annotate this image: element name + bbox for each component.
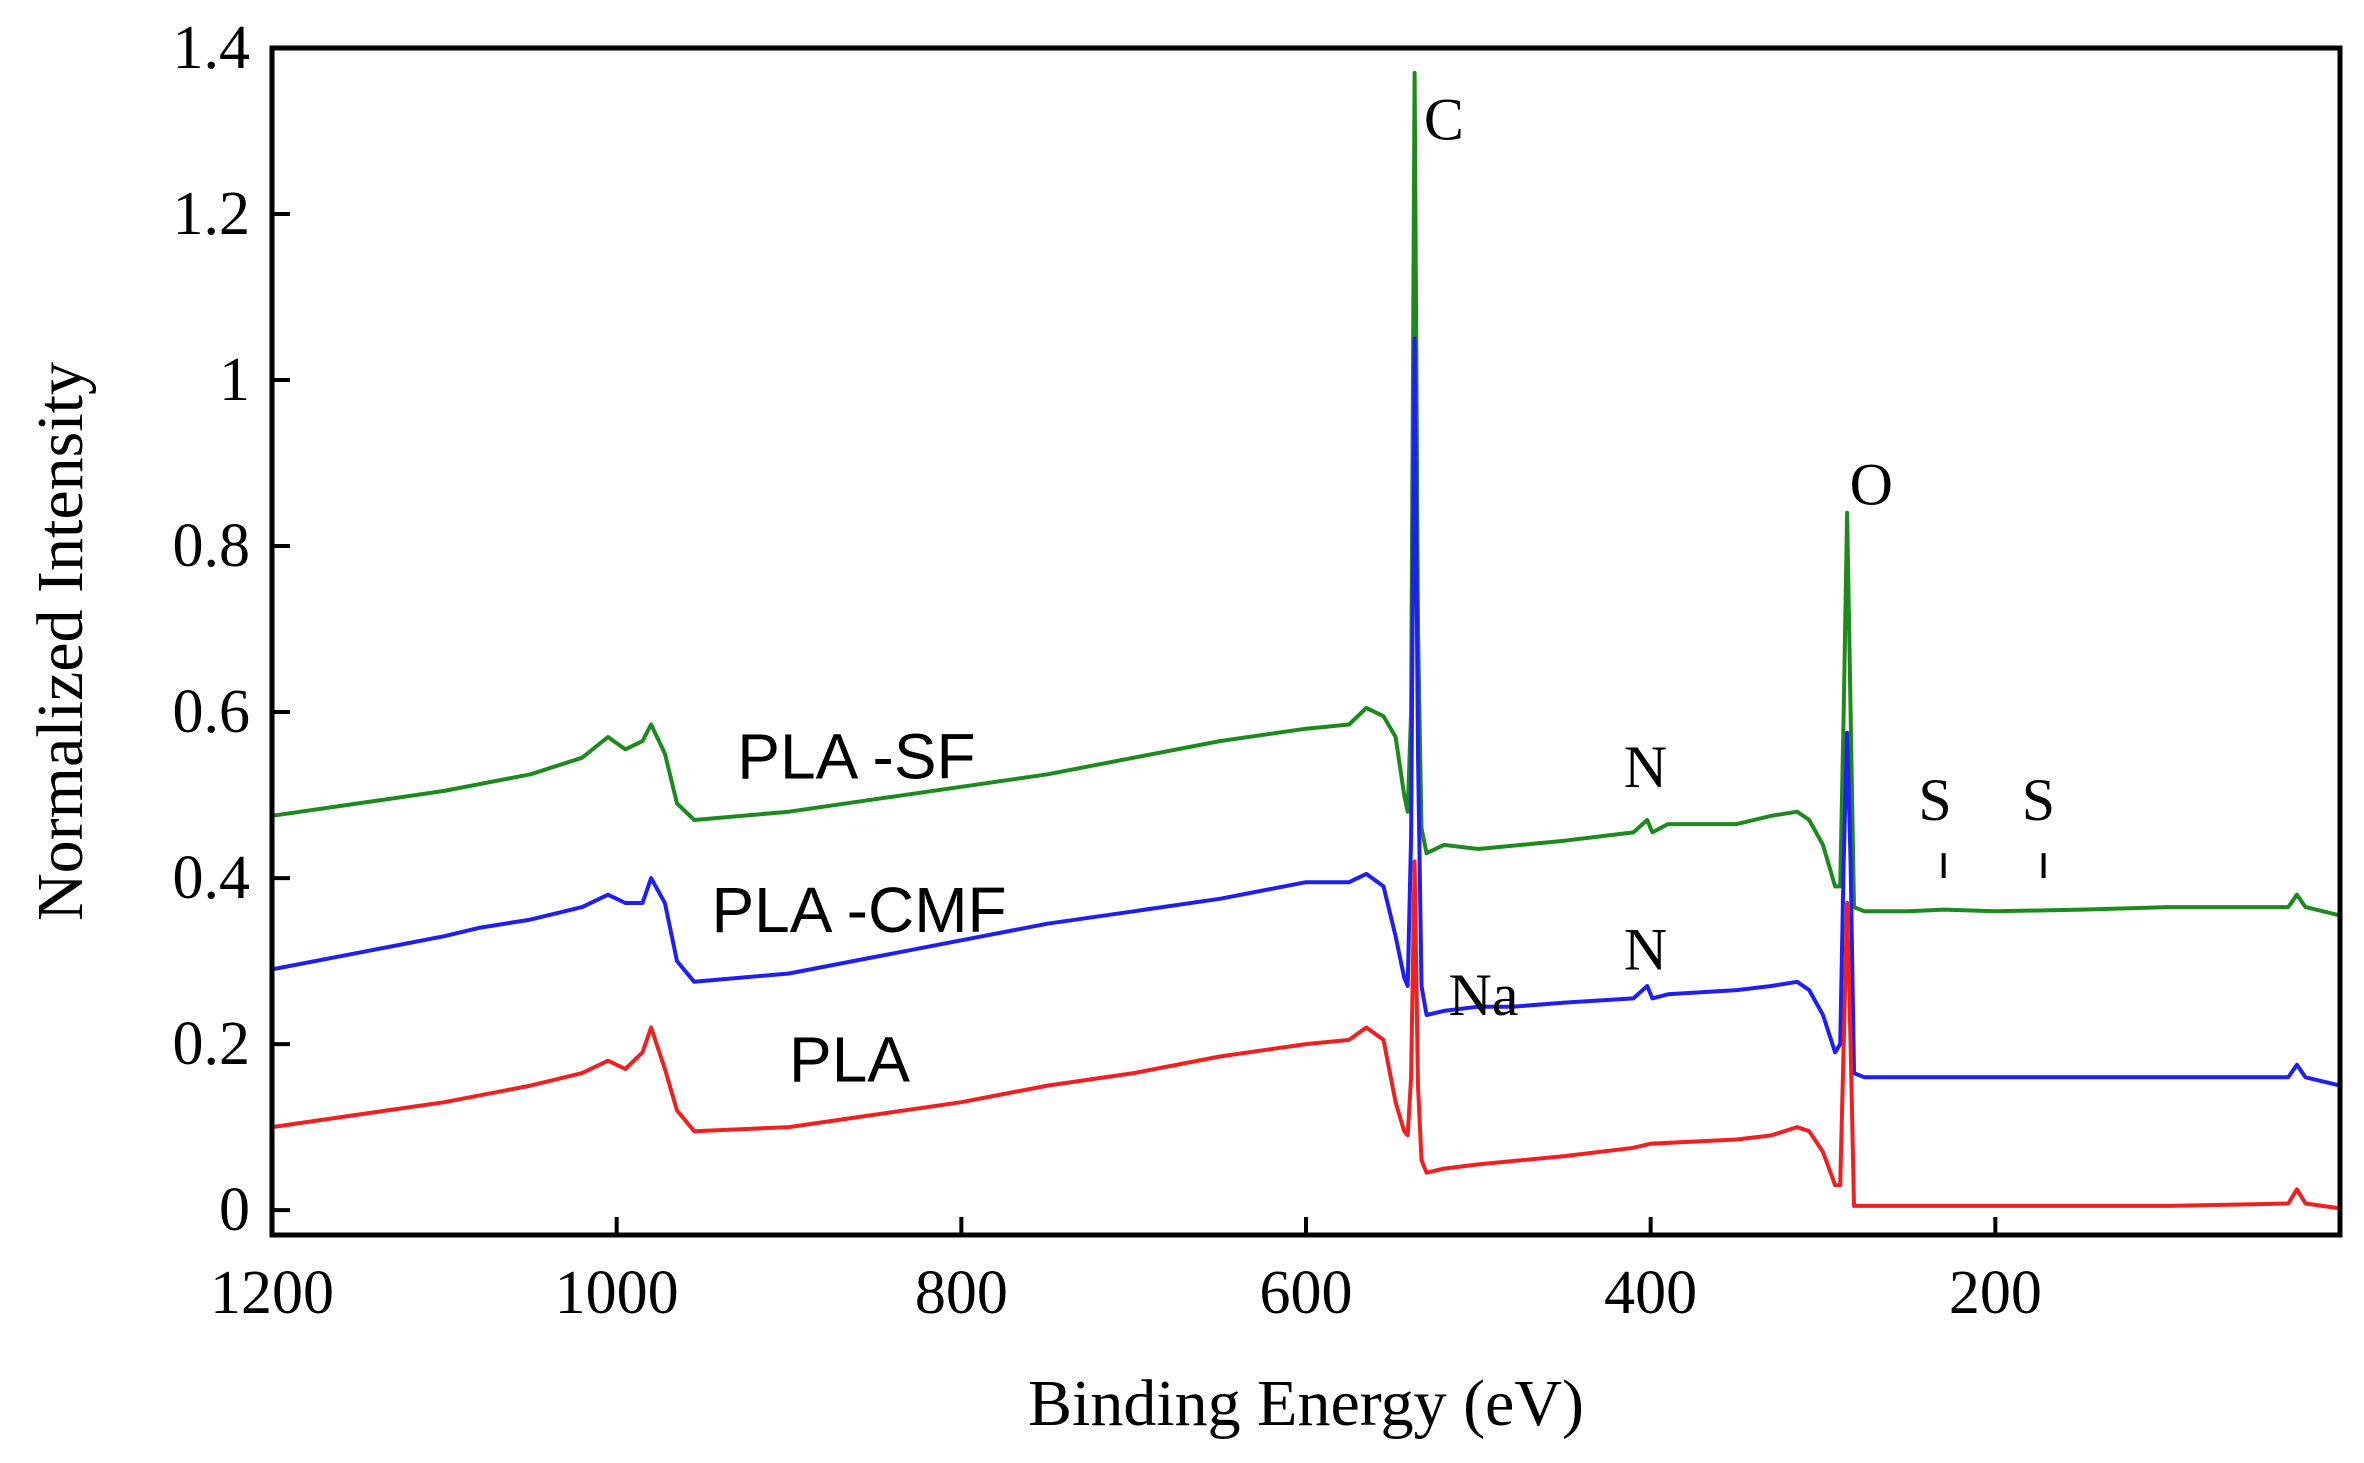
- series-line-pla: [271, 859, 2341, 1211]
- peak-label: S: [2022, 767, 2055, 833]
- series-label-pla-sf: PLA -SF: [737, 720, 975, 792]
- y-tick-label: 0.2: [173, 1010, 251, 1078]
- peak-label: O: [1850, 452, 1893, 518]
- series-layer: [271, 70, 2341, 1211]
- ticks-layer: 1200 1000 800 600 400 200 0 0.2 0.4 0.6 0.8 1 1.2 1.4: [173, 14, 2042, 1327]
- y-tick-label: 0.4: [173, 844, 251, 912]
- peak-label: C: [1424, 86, 1464, 152]
- peak-label: N: [1624, 916, 1667, 982]
- peak-label: N: [1624, 734, 1667, 800]
- x-tick-label: 1000: [555, 1259, 679, 1327]
- x-tick-label: 200: [1949, 1259, 2042, 1327]
- series-label-pla: PLA: [789, 1023, 910, 1095]
- series-line-pla-cmf: [271, 336, 2341, 1088]
- y-tick-label: 0.6: [173, 678, 251, 746]
- peak-label: S: [1918, 767, 1951, 833]
- series-label-pla-cmf: PLA -CMF: [711, 874, 1006, 946]
- peak-label: Na: [1449, 962, 1519, 1028]
- y-tick-label: 1: [219, 346, 250, 414]
- y-axis-title: Normalized Intensity: [24, 362, 97, 921]
- labels-layer: PLA -SF PLA -CMF PLA C O N N Na S S: [711, 86, 2055, 1095]
- y-tick-label: 1.4: [173, 14, 251, 82]
- x-axis-title: Binding Energy (eV): [1028, 1367, 1584, 1440]
- y-tick-label: 1.2: [173, 180, 251, 248]
- x-tick-label: 400: [1604, 1259, 1697, 1327]
- y-tick-label: 0.8: [173, 512, 251, 580]
- y-tick-label: 0: [219, 1176, 250, 1244]
- series-line-pla-sf: [271, 70, 2341, 918]
- x-tick-label: 800: [915, 1259, 1008, 1327]
- x-tick-label: 600: [1260, 1259, 1353, 1327]
- x-tick-label: 1200: [210, 1259, 334, 1327]
